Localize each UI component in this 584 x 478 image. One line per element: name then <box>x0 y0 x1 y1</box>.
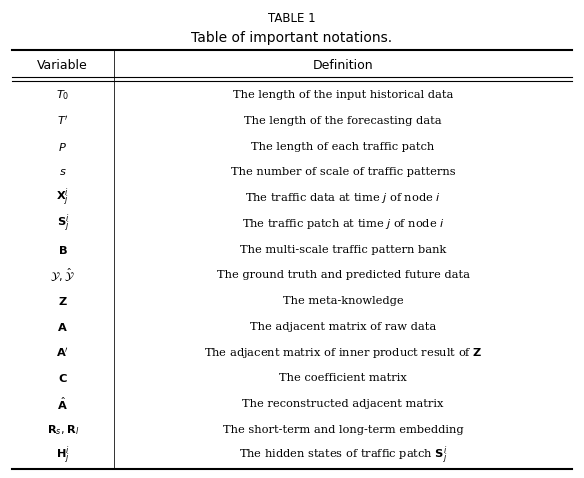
Text: The traffic data at time $j$ of node $i$: The traffic data at time $j$ of node $i$ <box>245 191 441 205</box>
Text: $T'$: $T'$ <box>57 114 69 127</box>
Text: The length of each traffic patch: The length of each traffic patch <box>252 141 434 152</box>
Text: The meta-knowledge: The meta-knowledge <box>283 296 404 306</box>
Text: The coefficient matrix: The coefficient matrix <box>279 373 407 383</box>
Text: $\mathbf{Z}$: $\mathbf{Z}$ <box>58 295 68 307</box>
Text: $\mathbf{C}$: $\mathbf{C}$ <box>58 372 68 384</box>
Text: The hidden states of traffic patch $\mathbf{S}_j^i$: The hidden states of traffic patch $\mat… <box>239 445 447 467</box>
Text: The short-term and long-term embedding: The short-term and long-term embedding <box>223 425 464 435</box>
Text: $\mathbf{S}_j^i$: $\mathbf{S}_j^i$ <box>57 213 69 235</box>
Text: Variable: Variable <box>37 59 88 72</box>
Text: The traffic patch at time $j$ of node $i$: The traffic patch at time $j$ of node $i… <box>242 217 444 231</box>
Text: $\mathbf{H}_j^i$: $\mathbf{H}_j^i$ <box>56 445 69 467</box>
Text: Table of important notations.: Table of important notations. <box>192 31 392 45</box>
Text: TABLE 1: TABLE 1 <box>268 12 316 25</box>
Text: The adjacent matrix of inner product result of $\mathbf{Z}$: The adjacent matrix of inner product res… <box>204 346 482 359</box>
Text: $\mathbf{A}$: $\mathbf{A}$ <box>57 321 68 333</box>
Text: $s$: $s$ <box>59 167 67 177</box>
Text: $\hat{\mathbf{A}}$: $\hat{\mathbf{A}}$ <box>57 396 68 413</box>
Text: The ground truth and predicted future data: The ground truth and predicted future da… <box>217 271 470 280</box>
Text: The number of scale of traffic patterns: The number of scale of traffic patterns <box>231 167 456 177</box>
Text: $P$: $P$ <box>58 141 67 152</box>
Text: The reconstructed adjacent matrix: The reconstructed adjacent matrix <box>242 399 444 409</box>
Text: The adjacent matrix of raw data: The adjacent matrix of raw data <box>250 322 436 332</box>
Text: The length of the forecasting data: The length of the forecasting data <box>244 116 442 126</box>
Text: Definition: Definition <box>313 59 373 72</box>
Text: $\mathbf{R}_s, \mathbf{R}_l$: $\mathbf{R}_s, \mathbf{R}_l$ <box>47 423 79 437</box>
Text: The multi-scale traffic pattern bank: The multi-scale traffic pattern bank <box>240 245 446 255</box>
Text: $\mathcal{Y}, \hat{\mathcal{Y}}$: $\mathcal{Y}, \hat{\mathcal{Y}}$ <box>50 267 75 284</box>
Text: $\mathbf{A}'$: $\mathbf{A}'$ <box>56 346 69 359</box>
Text: $\mathbf{X}_j^i$: $\mathbf{X}_j^i$ <box>56 187 69 209</box>
Text: The length of the input historical data: The length of the input historical data <box>233 90 453 100</box>
Text: $\mathbf{B}$: $\mathbf{B}$ <box>58 244 68 256</box>
Text: $T_0$: $T_0$ <box>56 88 69 102</box>
